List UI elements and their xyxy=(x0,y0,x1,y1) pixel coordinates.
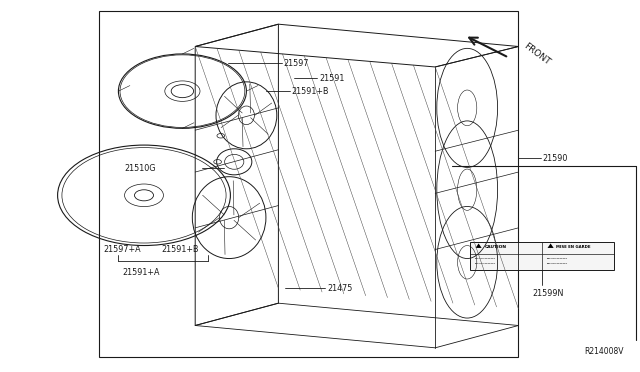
Text: ─── ─── ───────: ─── ─── ─────── xyxy=(474,257,495,261)
Text: 21510G: 21510G xyxy=(125,164,156,173)
Bar xyxy=(99,11,518,357)
Polygon shape xyxy=(476,244,482,248)
Text: 21597: 21597 xyxy=(284,59,309,68)
Text: 21590: 21590 xyxy=(543,154,568,163)
Text: R214008V: R214008V xyxy=(584,347,624,356)
Text: ─── ─── ───────: ─── ─── ─────── xyxy=(545,262,566,266)
Text: ─── ─── ───────: ─── ─── ─────── xyxy=(474,262,495,266)
FancyBboxPatch shape xyxy=(470,242,614,270)
Text: 21475: 21475 xyxy=(328,284,353,293)
Text: 21591+A: 21591+A xyxy=(122,268,159,277)
Text: 21597+A: 21597+A xyxy=(104,245,141,254)
Text: 21599N: 21599N xyxy=(532,289,564,298)
Text: FRONT: FRONT xyxy=(522,41,552,67)
Polygon shape xyxy=(548,244,554,248)
Text: 21591: 21591 xyxy=(319,74,345,83)
Text: 21591+B: 21591+B xyxy=(161,245,199,254)
Text: 21591+B: 21591+B xyxy=(292,87,330,96)
Text: CAUTION: CAUTION xyxy=(484,246,506,249)
Text: MISE EN GARDE: MISE EN GARDE xyxy=(557,246,591,249)
Text: ─── ─── ───────: ─── ─── ─────── xyxy=(545,257,566,261)
